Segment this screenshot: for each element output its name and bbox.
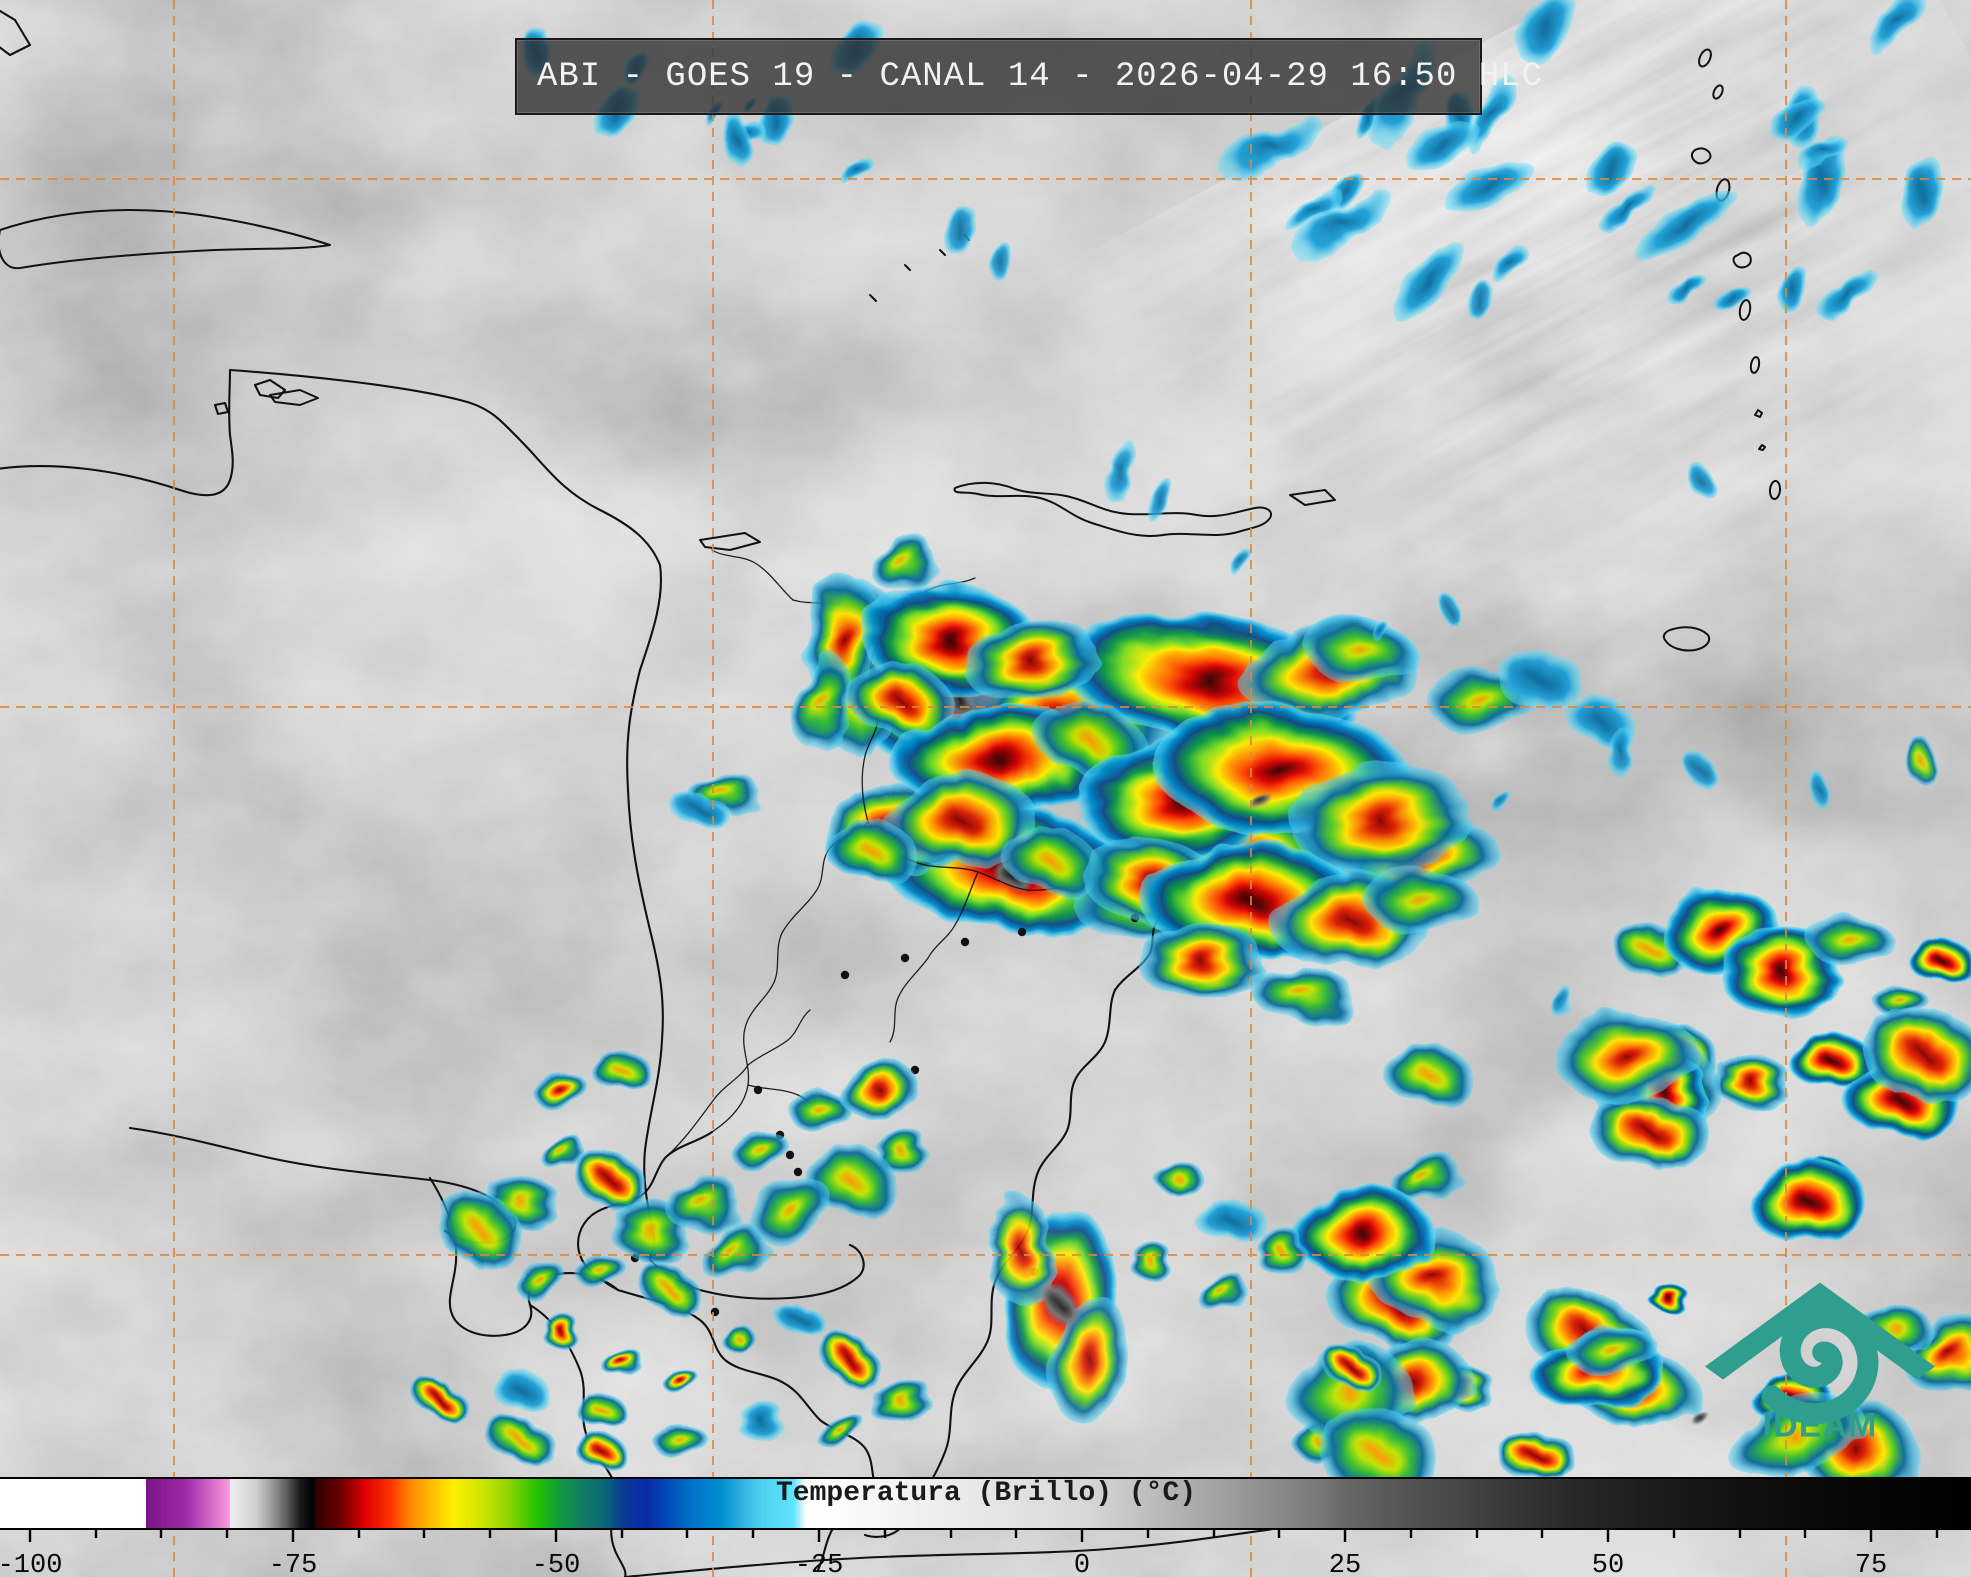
svg-text:0: 0	[1074, 1551, 1090, 1577]
svg-text:-50: -50	[532, 1551, 581, 1577]
svg-text:-100: -100	[0, 1551, 62, 1577]
svg-text:-75: -75	[269, 1551, 318, 1577]
svg-text:-25: -25	[795, 1551, 844, 1577]
svg-text:75: 75	[1855, 1551, 1887, 1577]
svg-text:IDEAM: IDEAM	[1763, 1407, 1878, 1445]
svg-text:50: 50	[1592, 1551, 1624, 1577]
svg-text:25: 25	[1329, 1551, 1361, 1577]
